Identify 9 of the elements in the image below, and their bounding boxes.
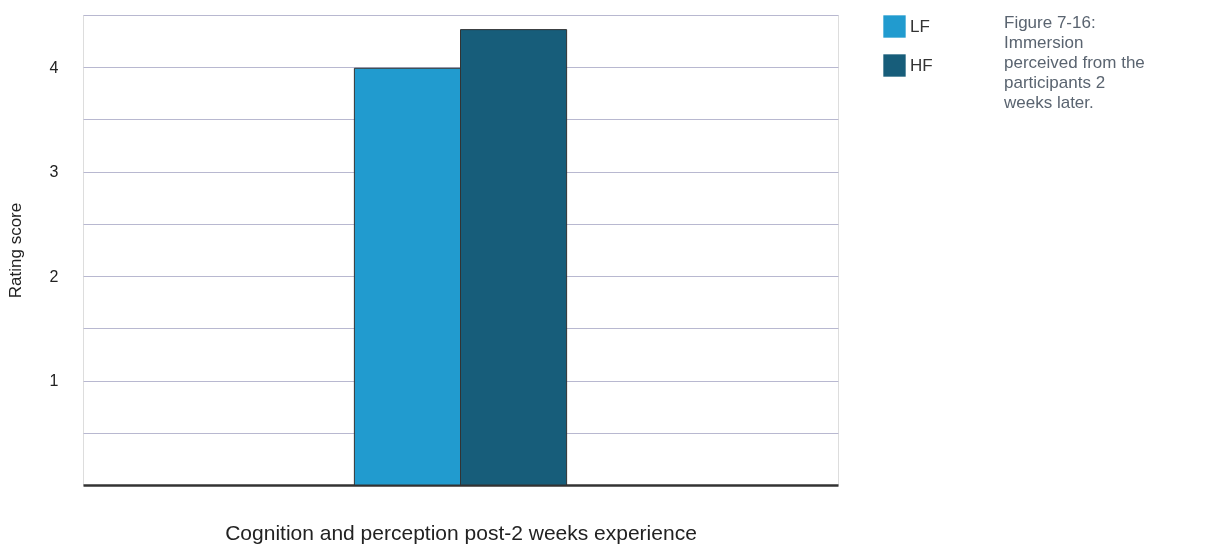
legend-label: LF [910,16,930,36]
y-axis-title: Rating score [5,202,25,299]
y-tick-label: 1 [49,372,59,390]
y-tick-label: 2 [49,267,59,285]
y-tick-label: 4 [49,58,59,76]
y-tick-label: 3 [49,163,59,181]
caption: Figure 7-16: Immersion perceived from the participants 2 weeks later. [1003,13,1145,112]
x-axis-title: Cognition and perception post-2 weeks experience [225,520,697,544]
legend-label: HF [910,55,933,75]
